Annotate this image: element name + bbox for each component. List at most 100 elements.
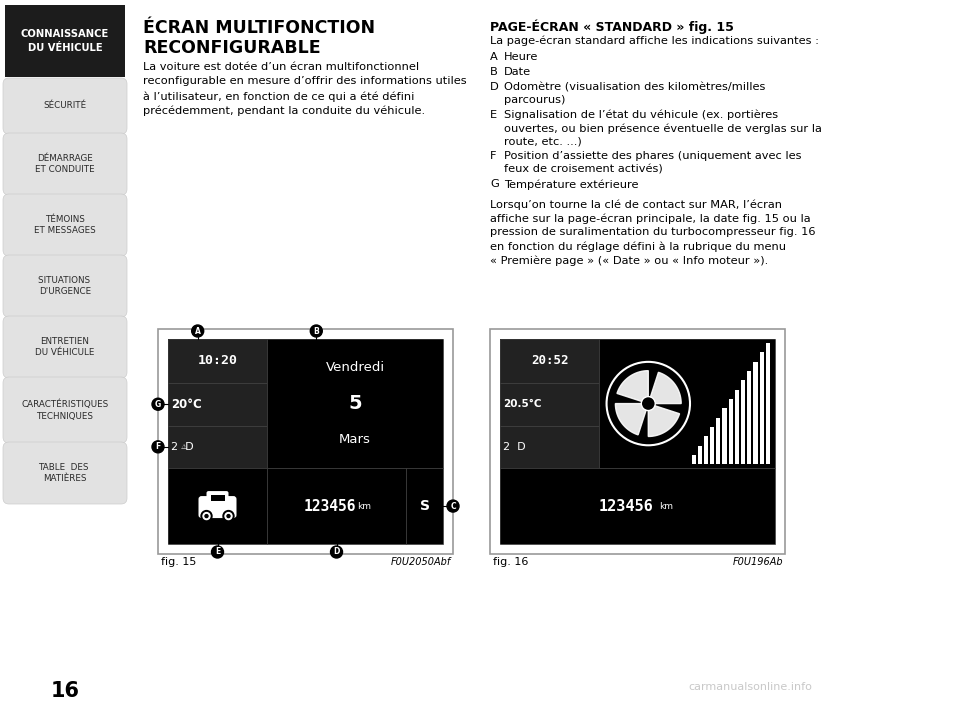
- Text: Vendredi: Vendredi: [325, 361, 385, 374]
- Text: SÉCURITÉ: SÉCURITÉ: [43, 101, 86, 111]
- Text: D: D: [490, 82, 499, 92]
- Text: 123456: 123456: [598, 498, 653, 513]
- Circle shape: [330, 546, 343, 558]
- Polygon shape: [650, 372, 682, 403]
- Text: 2  D: 2 D: [503, 442, 526, 452]
- Circle shape: [447, 500, 459, 512]
- Text: TÉMOINS
ET MESSAGES: TÉMOINS ET MESSAGES: [35, 215, 96, 235]
- Polygon shape: [615, 403, 646, 435]
- Bar: [691, 455, 696, 464]
- Text: PAGE-ÉCRAN « STANDARD » fig. 15: PAGE-ÉCRAN « STANDARD » fig. 15: [490, 19, 733, 33]
- Circle shape: [641, 396, 656, 411]
- Text: A: A: [195, 327, 201, 335]
- Text: Température extérieure: Température extérieure: [504, 179, 638, 189]
- Bar: [754, 362, 757, 464]
- Text: Heure: Heure: [504, 52, 539, 62]
- Bar: [168, 425, 267, 468]
- Bar: [723, 408, 727, 464]
- FancyBboxPatch shape: [3, 194, 127, 256]
- Text: en fonction du réglage défini à la rubrique du menu: en fonction du réglage défini à la rubri…: [490, 241, 786, 252]
- Bar: [500, 468, 775, 544]
- Circle shape: [201, 510, 212, 522]
- Text: « Première page » (« Date » ou « Info moteur »).: « Première page » (« Date » ou « Info mo…: [490, 255, 768, 265]
- Text: Position d’assiette des phares (uniquement avec les: Position d’assiette des phares (uniqueme…: [504, 151, 802, 161]
- Circle shape: [225, 513, 232, 520]
- Text: G: G: [490, 179, 499, 189]
- Text: A: A: [490, 52, 497, 62]
- Text: 10:20: 10:20: [198, 354, 237, 367]
- Text: carmanualsonline.info: carmanualsonline.info: [688, 682, 812, 692]
- Bar: [168, 339, 443, 544]
- Bar: [729, 399, 732, 464]
- Text: E: E: [215, 547, 220, 557]
- Text: B: B: [490, 67, 497, 77]
- Bar: [168, 339, 267, 383]
- Text: 123456: 123456: [303, 498, 356, 513]
- FancyBboxPatch shape: [3, 133, 127, 195]
- Circle shape: [211, 546, 224, 558]
- FancyBboxPatch shape: [206, 491, 228, 505]
- Text: RECONFIGURABLE: RECONFIGURABLE: [143, 39, 321, 57]
- Text: La page-écran standard affiche les indications suivantes :: La page-écran standard affiche les indic…: [490, 36, 819, 47]
- Bar: [267, 468, 406, 544]
- Bar: [168, 468, 267, 544]
- Text: CONNAISSANCE
DU VÉHICULE: CONNAISSANCE DU VÉHICULE: [21, 29, 109, 52]
- Bar: [158, 329, 453, 554]
- Bar: [5, 5, 125, 77]
- Text: ÉCRAN MULTIFONCTION: ÉCRAN MULTIFONCTION: [143, 19, 375, 37]
- Text: 20°C: 20°C: [171, 398, 202, 411]
- Bar: [500, 339, 599, 383]
- Text: G: G: [155, 400, 161, 408]
- Bar: [490, 329, 785, 554]
- Text: à l’utilisateur, en fonction de ce qui a été défini: à l’utilisateur, en fonction de ce qui a…: [143, 91, 415, 101]
- FancyBboxPatch shape: [3, 316, 127, 378]
- Text: 16: 16: [51, 681, 80, 701]
- Circle shape: [152, 441, 164, 453]
- FancyBboxPatch shape: [3, 442, 127, 504]
- Circle shape: [192, 325, 204, 337]
- Bar: [500, 383, 599, 425]
- Text: F: F: [156, 442, 160, 452]
- Text: C: C: [450, 501, 456, 510]
- Text: S: S: [420, 499, 429, 513]
- Bar: [704, 436, 708, 464]
- Text: B: B: [313, 327, 319, 335]
- Circle shape: [152, 398, 164, 411]
- Text: E: E: [490, 110, 497, 120]
- Text: 20:52: 20:52: [531, 354, 568, 367]
- Text: SITUATIONS 
D'URGENCE: SITUATIONS D'URGENCE: [37, 276, 92, 296]
- Circle shape: [205, 515, 208, 518]
- Bar: [599, 339, 775, 468]
- Circle shape: [310, 325, 323, 337]
- FancyBboxPatch shape: [3, 78, 127, 134]
- Text: précédemment, pendant la conduite du véhicule.: précédemment, pendant la conduite du véh…: [143, 106, 425, 116]
- Bar: [710, 427, 714, 464]
- Text: km: km: [660, 501, 674, 510]
- FancyBboxPatch shape: [199, 496, 236, 518]
- Bar: [766, 343, 770, 464]
- Bar: [747, 371, 752, 464]
- Text: ⚠: ⚠: [181, 444, 187, 450]
- Text: Lorsqu’on tourne la clé de contact sur MAR, l’écran: Lorsqu’on tourne la clé de contact sur M…: [490, 199, 782, 209]
- Text: 20.5°C: 20.5°C: [503, 399, 541, 409]
- Text: affiche sur la page-écran principale, la date fig. 15 ou la: affiche sur la page-écran principale, la…: [490, 213, 810, 223]
- Text: 2  D: 2 D: [171, 442, 194, 452]
- Bar: [210, 495, 225, 501]
- Bar: [500, 425, 599, 468]
- Text: reconfigurable en mesure d’offrir des informations utiles: reconfigurable en mesure d’offrir des in…: [143, 77, 467, 86]
- Circle shape: [203, 513, 210, 520]
- Bar: [267, 339, 443, 468]
- Text: F: F: [490, 151, 496, 161]
- Bar: [500, 339, 775, 544]
- Text: fig. 16: fig. 16: [493, 557, 528, 567]
- Text: ouvertes, ou bien présence éventuelle de verglas sur la: ouvertes, ou bien présence éventuelle de…: [504, 123, 822, 133]
- Circle shape: [223, 510, 234, 522]
- Text: parcourus): parcourus): [504, 95, 565, 105]
- Bar: [734, 390, 739, 464]
- Circle shape: [227, 515, 230, 518]
- Bar: [406, 468, 443, 544]
- Text: CARACTÉRISTIQUES
TECHNIQUES: CARACTÉRISTIQUES TECHNIQUES: [21, 399, 108, 420]
- Text: Date: Date: [504, 67, 531, 77]
- Text: pression de suralimentation du turbocompresseur fig. 16: pression de suralimentation du turbocomp…: [490, 227, 815, 237]
- Text: DÉMARRAGE
ET CONDUITE: DÉMARRAGE ET CONDUITE: [36, 154, 95, 174]
